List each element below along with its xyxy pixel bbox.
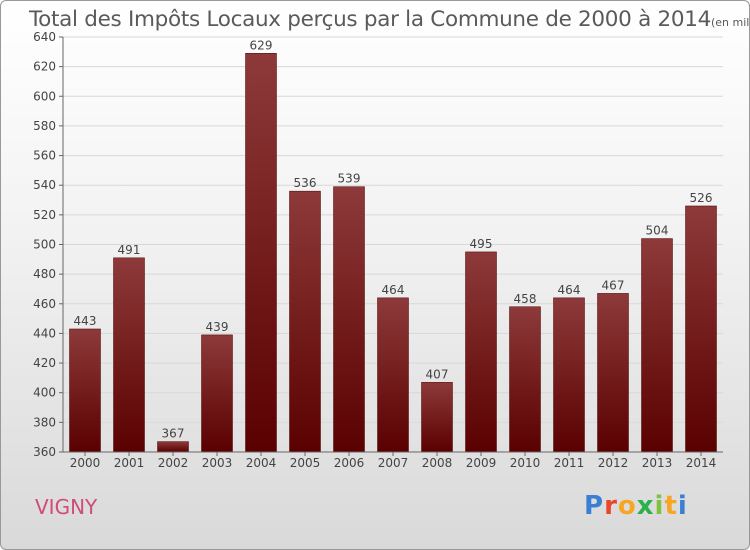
x-tick-label: 2005 xyxy=(290,456,321,470)
x-tick-label: 2006 xyxy=(334,456,365,470)
x-tick-label: 2014 xyxy=(686,456,717,470)
y-tick-label: 540 xyxy=(33,178,56,192)
data-label-2003: 439 xyxy=(206,320,229,334)
x-tick-label: 2012 xyxy=(598,456,629,470)
bar-2012 xyxy=(597,293,629,453)
data-label-2014: 526 xyxy=(690,191,713,205)
bar-2001 xyxy=(113,257,145,453)
data-label-2011: 464 xyxy=(558,283,581,297)
x-tick-label: 2003 xyxy=(202,456,233,470)
data-label-2001: 491 xyxy=(118,243,141,257)
bar-2011 xyxy=(553,297,585,453)
data-label-2012: 467 xyxy=(602,278,625,292)
bar-2002 xyxy=(157,441,189,453)
chart-title-text: Total des Impôts Locaux perçus par la Co… xyxy=(29,7,711,32)
chart-title-unit: (en milliers d'€) xyxy=(711,16,750,29)
data-label-2000: 443 xyxy=(74,314,97,328)
x-tick-label: 2002 xyxy=(158,456,189,470)
y-tick-label: 460 xyxy=(33,297,56,311)
bar-2000 xyxy=(69,328,101,453)
data-label-2006: 539 xyxy=(338,172,361,186)
chart-title: Total des Impôts Locaux perçus par la Co… xyxy=(29,7,750,32)
bar-2008 xyxy=(421,382,453,453)
y-tick-label: 580 xyxy=(33,119,56,133)
data-label-2002: 367 xyxy=(162,427,185,441)
bar-2007 xyxy=(377,297,409,453)
data-label-2007: 464 xyxy=(382,283,405,297)
y-tick-label: 360 xyxy=(33,445,56,459)
proxiti-logo: Proxiti xyxy=(584,491,688,521)
x-tick-label: 2011 xyxy=(554,456,585,470)
x-tick-label: 2009 xyxy=(466,456,497,470)
data-label-2005: 536 xyxy=(294,176,317,190)
data-label-2009: 495 xyxy=(470,237,493,251)
y-tick-label: 380 xyxy=(33,415,56,429)
axis-layer: 360 380 400 420 440 460 480 500 520 540 560 580 600 6… xyxy=(33,30,723,470)
x-tick-label: 2000 xyxy=(70,456,101,470)
x-tick-label: 2010 xyxy=(510,456,541,470)
bar-layer: 443 491 367 439 629 536 539 464 407 495 458 464 467 5… xyxy=(69,38,717,453)
bar-2010 xyxy=(509,306,541,453)
y-tick-label: 520 xyxy=(33,208,56,222)
data-label-2004: 629 xyxy=(250,38,273,52)
y-tick-label: 600 xyxy=(33,89,56,103)
data-label-2008: 407 xyxy=(426,367,449,381)
commune-name: VIGNY xyxy=(35,495,98,519)
y-tick-label: 420 xyxy=(33,356,56,370)
y-tick-label: 400 xyxy=(33,386,56,400)
data-label-2013: 504 xyxy=(646,224,669,238)
y-tick-label: 620 xyxy=(33,60,56,74)
bar-2013 xyxy=(641,238,673,453)
bar-2006 xyxy=(333,186,365,453)
bar-2014 xyxy=(685,205,717,453)
x-tick-label: 2004 xyxy=(246,456,277,470)
data-label-2010: 458 xyxy=(514,292,537,306)
y-tick-label: 480 xyxy=(33,267,56,281)
x-tick-label: 2001 xyxy=(114,456,145,470)
bar-2004 xyxy=(245,53,277,453)
x-tick-label: 2013 xyxy=(642,456,673,470)
x-tick-label: 2008 xyxy=(422,456,453,470)
y-tick-label: 440 xyxy=(33,326,56,340)
y-tick-label: 500 xyxy=(33,238,56,252)
bar-2009 xyxy=(465,251,497,453)
bar-2003 xyxy=(201,334,233,453)
y-tick-label: 640 xyxy=(33,30,56,44)
bar-2005 xyxy=(289,190,321,453)
x-tick-label: 2007 xyxy=(378,456,409,470)
y-tick-label: 560 xyxy=(33,149,56,163)
